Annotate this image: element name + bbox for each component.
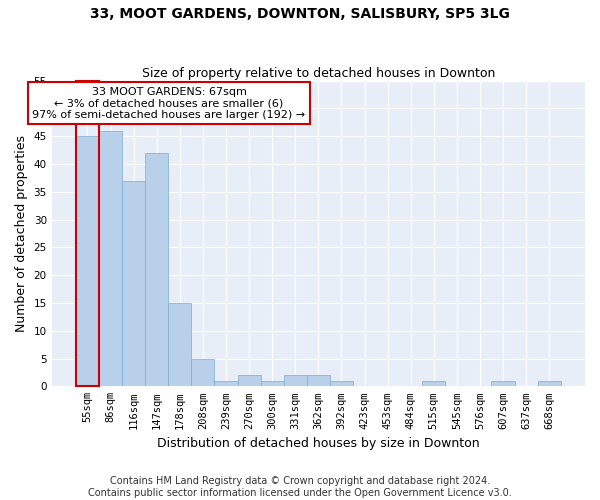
Text: 33, MOOT GARDENS, DOWNTON, SALISBURY, SP5 3LG: 33, MOOT GARDENS, DOWNTON, SALISBURY, SP… — [90, 8, 510, 22]
Bar — [284, 375, 307, 386]
Bar — [307, 375, 330, 386]
Bar — [76, 136, 99, 386]
Text: 33 MOOT GARDENS: 67sqm
← 3% of detached houses are smaller (6)
97% of semi-detac: 33 MOOT GARDENS: 67sqm ← 3% of detached … — [32, 87, 305, 120]
Bar — [76, 80, 99, 386]
Bar — [422, 380, 445, 386]
X-axis label: Distribution of detached houses by size in Downton: Distribution of detached houses by size … — [157, 437, 479, 450]
Y-axis label: Number of detached properties: Number of detached properties — [15, 135, 28, 332]
Bar — [260, 380, 284, 386]
Bar — [330, 380, 353, 386]
Bar — [168, 303, 191, 386]
Bar — [99, 130, 122, 386]
Bar — [238, 375, 260, 386]
Bar — [214, 380, 238, 386]
Bar — [122, 180, 145, 386]
Title: Size of property relative to detached houses in Downton: Size of property relative to detached ho… — [142, 66, 495, 80]
Bar — [191, 358, 214, 386]
Bar — [538, 380, 561, 386]
Bar — [145, 153, 168, 386]
Text: Contains HM Land Registry data © Crown copyright and database right 2024.
Contai: Contains HM Land Registry data © Crown c… — [88, 476, 512, 498]
Bar — [491, 380, 515, 386]
